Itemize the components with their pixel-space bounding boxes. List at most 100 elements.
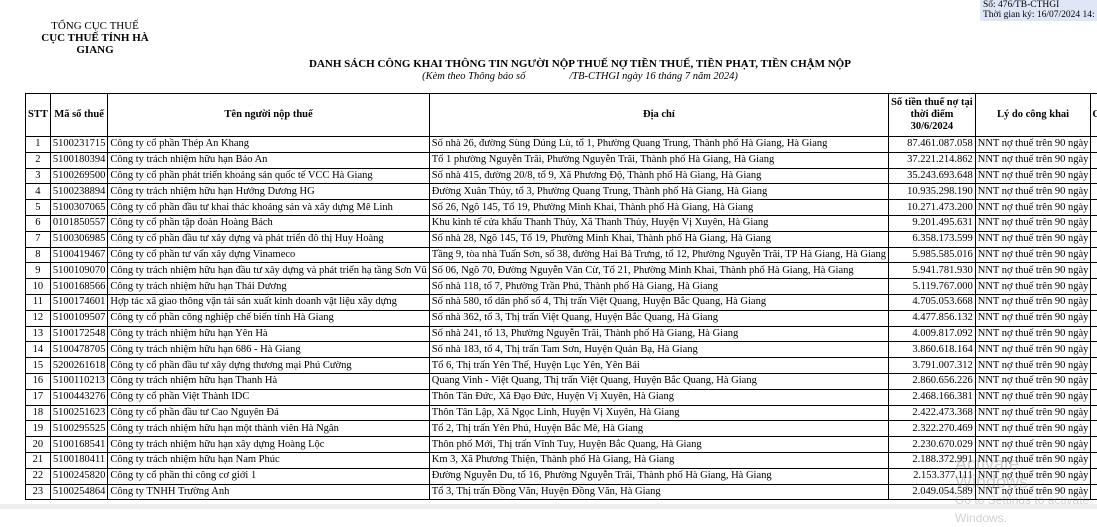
cell-tax-id: 5100245820 bbox=[50, 468, 108, 484]
watermark-line2: Go to Settings to activate Windows. bbox=[955, 491, 1097, 527]
cell-address: Thôn phố Mới, Thị trấn Vĩnh Tuy, Huyện B… bbox=[429, 437, 888, 453]
cell-extra bbox=[1091, 247, 1097, 263]
cell-stt: 14 bbox=[26, 342, 51, 358]
header-name: Tên người nộp thuế bbox=[108, 94, 429, 137]
cell-tax-id: 5100478705 bbox=[50, 342, 108, 358]
cell-stt: 7 bbox=[26, 231, 51, 247]
cell-reason: NNT nợ thuế trên 90 ngày bbox=[975, 405, 1091, 421]
cell-tax-id: 5100269500 bbox=[50, 168, 108, 184]
cell-reason: NNT nợ thuế trên 90 ngày bbox=[975, 247, 1091, 263]
cell-reason: NNT nợ thuế trên 90 ngày bbox=[975, 152, 1091, 168]
cell-address: Số 26, Ngõ 145, Tổ 19, Phường Minh Khai,… bbox=[429, 200, 888, 216]
cell-address: Đường Xuân Thủy, tổ 3, Phường Quang Trun… bbox=[429, 184, 888, 200]
cell-extra bbox=[1091, 373, 1097, 389]
cell-address: Số nhà 415, đường 20/8, tổ 9, Xã Phương … bbox=[429, 168, 888, 184]
activate-windows-watermark: Activate Windows Go to Settings to activ… bbox=[955, 455, 1097, 527]
cell-address: Số nhà 362, tổ 3, Thị trấn Việt Quang, H… bbox=[429, 310, 888, 326]
cell-stt: 21 bbox=[26, 452, 51, 468]
cell-extra bbox=[1091, 263, 1097, 279]
cell-address: Đường Nguyễn Du, tổ 16, Phường Nguyễn Tr… bbox=[429, 468, 888, 484]
cell-amount: 3.791.007.312 bbox=[889, 358, 976, 374]
cell-amount: 4.705.053.668 bbox=[889, 294, 976, 310]
cell-stt: 19 bbox=[26, 421, 51, 437]
cell-extra bbox=[1091, 358, 1097, 374]
cell-extra bbox=[1091, 215, 1097, 231]
cell-tax-id: 5100295525 bbox=[50, 421, 108, 437]
cell-name: Công ty cổ phần tư vấn xây dựng Vinameco bbox=[108, 247, 429, 263]
cell-address: Tổ 6, Thị trấn Yên Thế, Huyện Lục Yên, Y… bbox=[429, 358, 888, 374]
cell-stt: 3 bbox=[26, 168, 51, 184]
cell-extra bbox=[1091, 326, 1097, 342]
cell-address: Tổ 2, Thị trấn Yên Phú, Huyện Bắc Mê, Hà… bbox=[429, 421, 888, 437]
cell-amount: 2.860.656.226 bbox=[889, 373, 976, 389]
cell-name: Công ty trách nhiệm hữu hạn Bảo An bbox=[108, 152, 429, 168]
agency-name: CỤC THUẾ TỈNH HÀ GIANG bbox=[25, 32, 165, 56]
header-reason: Lý do công khai bbox=[975, 94, 1091, 137]
cell-extra bbox=[1091, 437, 1097, 453]
header-extra: G bbox=[1091, 94, 1097, 137]
cell-reason: NNT nợ thuế trên 90 ngày bbox=[975, 215, 1091, 231]
cell-name: Công ty cổ phần tập đoàn Hoàng Bách bbox=[108, 215, 429, 231]
cell-name: Công ty trách nhiệm hữu hạn Nam Phúc bbox=[108, 452, 429, 468]
cell-name: Công ty cổ phần thi công cơ giới 1 bbox=[108, 468, 429, 484]
cell-stt: 5 bbox=[26, 200, 51, 216]
cell-reason: NNT nợ thuế trên 90 ngày bbox=[975, 263, 1091, 279]
document-title: DANH SÁCH CÔNG KHAI THÔNG TIN NGƯỜI NỘP … bbox=[0, 58, 1097, 70]
cell-stt: 20 bbox=[26, 437, 51, 453]
cell-tax-id: 5100238894 bbox=[50, 184, 108, 200]
subtitle-right: /TB-CTHGI ngày 16 tháng 7 năm 2024) bbox=[569, 71, 738, 82]
cell-amount: 3.860.618.164 bbox=[889, 342, 976, 358]
cell-amount: 87.461.087.058 bbox=[889, 137, 976, 153]
cell-tax-id: 5100174601 bbox=[50, 294, 108, 310]
cell-amount: 2.468.166.381 bbox=[889, 389, 976, 405]
cell-tax-id: 0101850557 bbox=[50, 215, 108, 231]
cell-amount: 37.221.214.862 bbox=[889, 152, 976, 168]
cell-name: Công ty trách nhiệm hữu hạn xây dựng Hoà… bbox=[108, 437, 429, 453]
issuing-agency: TỔNG CỤC THUẾ CỤC THUẾ TỈNH HÀ GIANG bbox=[25, 20, 165, 56]
cell-amount: 2.422.473.368 bbox=[889, 405, 976, 421]
cell-tax-id: 5100443276 bbox=[50, 389, 108, 405]
cell-amount: 5.941.781.930 bbox=[889, 263, 976, 279]
cell-address: Số nhà 118, tổ 7, Phường Trần Phú, Thành… bbox=[429, 279, 888, 295]
cell-name: Công ty cổ phần công nghiệp chế biến tỉn… bbox=[108, 310, 429, 326]
cell-reason: NNT nợ thuế trên 90 ngày bbox=[975, 389, 1091, 405]
cell-extra bbox=[1091, 294, 1097, 310]
cell-tax-id: 5200261618 bbox=[50, 358, 108, 374]
cell-reason: NNT nợ thuế trên 90 ngày bbox=[975, 326, 1091, 342]
cell-extra bbox=[1091, 342, 1097, 358]
cell-address: Tầng 9, tòa nhà Tuấn Sơn, số 38, đường H… bbox=[429, 247, 888, 263]
cell-stt: 6 bbox=[26, 215, 51, 231]
cell-tax-id: 5100251623 bbox=[50, 405, 108, 421]
cell-extra bbox=[1091, 421, 1097, 437]
cell-reason: NNT nợ thuế trên 90 ngày bbox=[975, 184, 1091, 200]
cell-extra bbox=[1091, 279, 1097, 295]
cell-tax-id: 5100110213 bbox=[50, 373, 108, 389]
parent-agency: TỔNG CỤC THUẾ bbox=[25, 20, 165, 32]
cell-tax-id: 5100231715 bbox=[50, 137, 108, 153]
cell-reason: NNT nợ thuế trên 90 ngày bbox=[975, 358, 1091, 374]
cell-amount: 9.201.495.631 bbox=[889, 215, 976, 231]
digital-signature-stamp: Số: 476/TB-CTHGI Thời gian ký: 16/07/202… bbox=[980, 0, 1097, 21]
tax-debtors-table: STT Mã số thuế Tên người nộp thuế Địa ch… bbox=[25, 93, 1097, 500]
cell-extra bbox=[1091, 200, 1097, 216]
cell-address: Số 06, Ngõ 70, Đường Nguyễn Văn Cừ, Tổ 2… bbox=[429, 263, 888, 279]
cell-tax-id: 5100254864 bbox=[50, 484, 108, 500]
cell-address: Số nhà 241, tổ 13, Phường Nguyễn Trãi, T… bbox=[429, 326, 888, 342]
cell-stt: 18 bbox=[26, 405, 51, 421]
cell-extra bbox=[1091, 137, 1097, 153]
cell-amount: 4.009.817.092 bbox=[889, 326, 976, 342]
cell-reason: NNT nợ thuế trên 90 ngày bbox=[975, 373, 1091, 389]
cell-amount: 10.271.473.200 bbox=[889, 200, 976, 216]
